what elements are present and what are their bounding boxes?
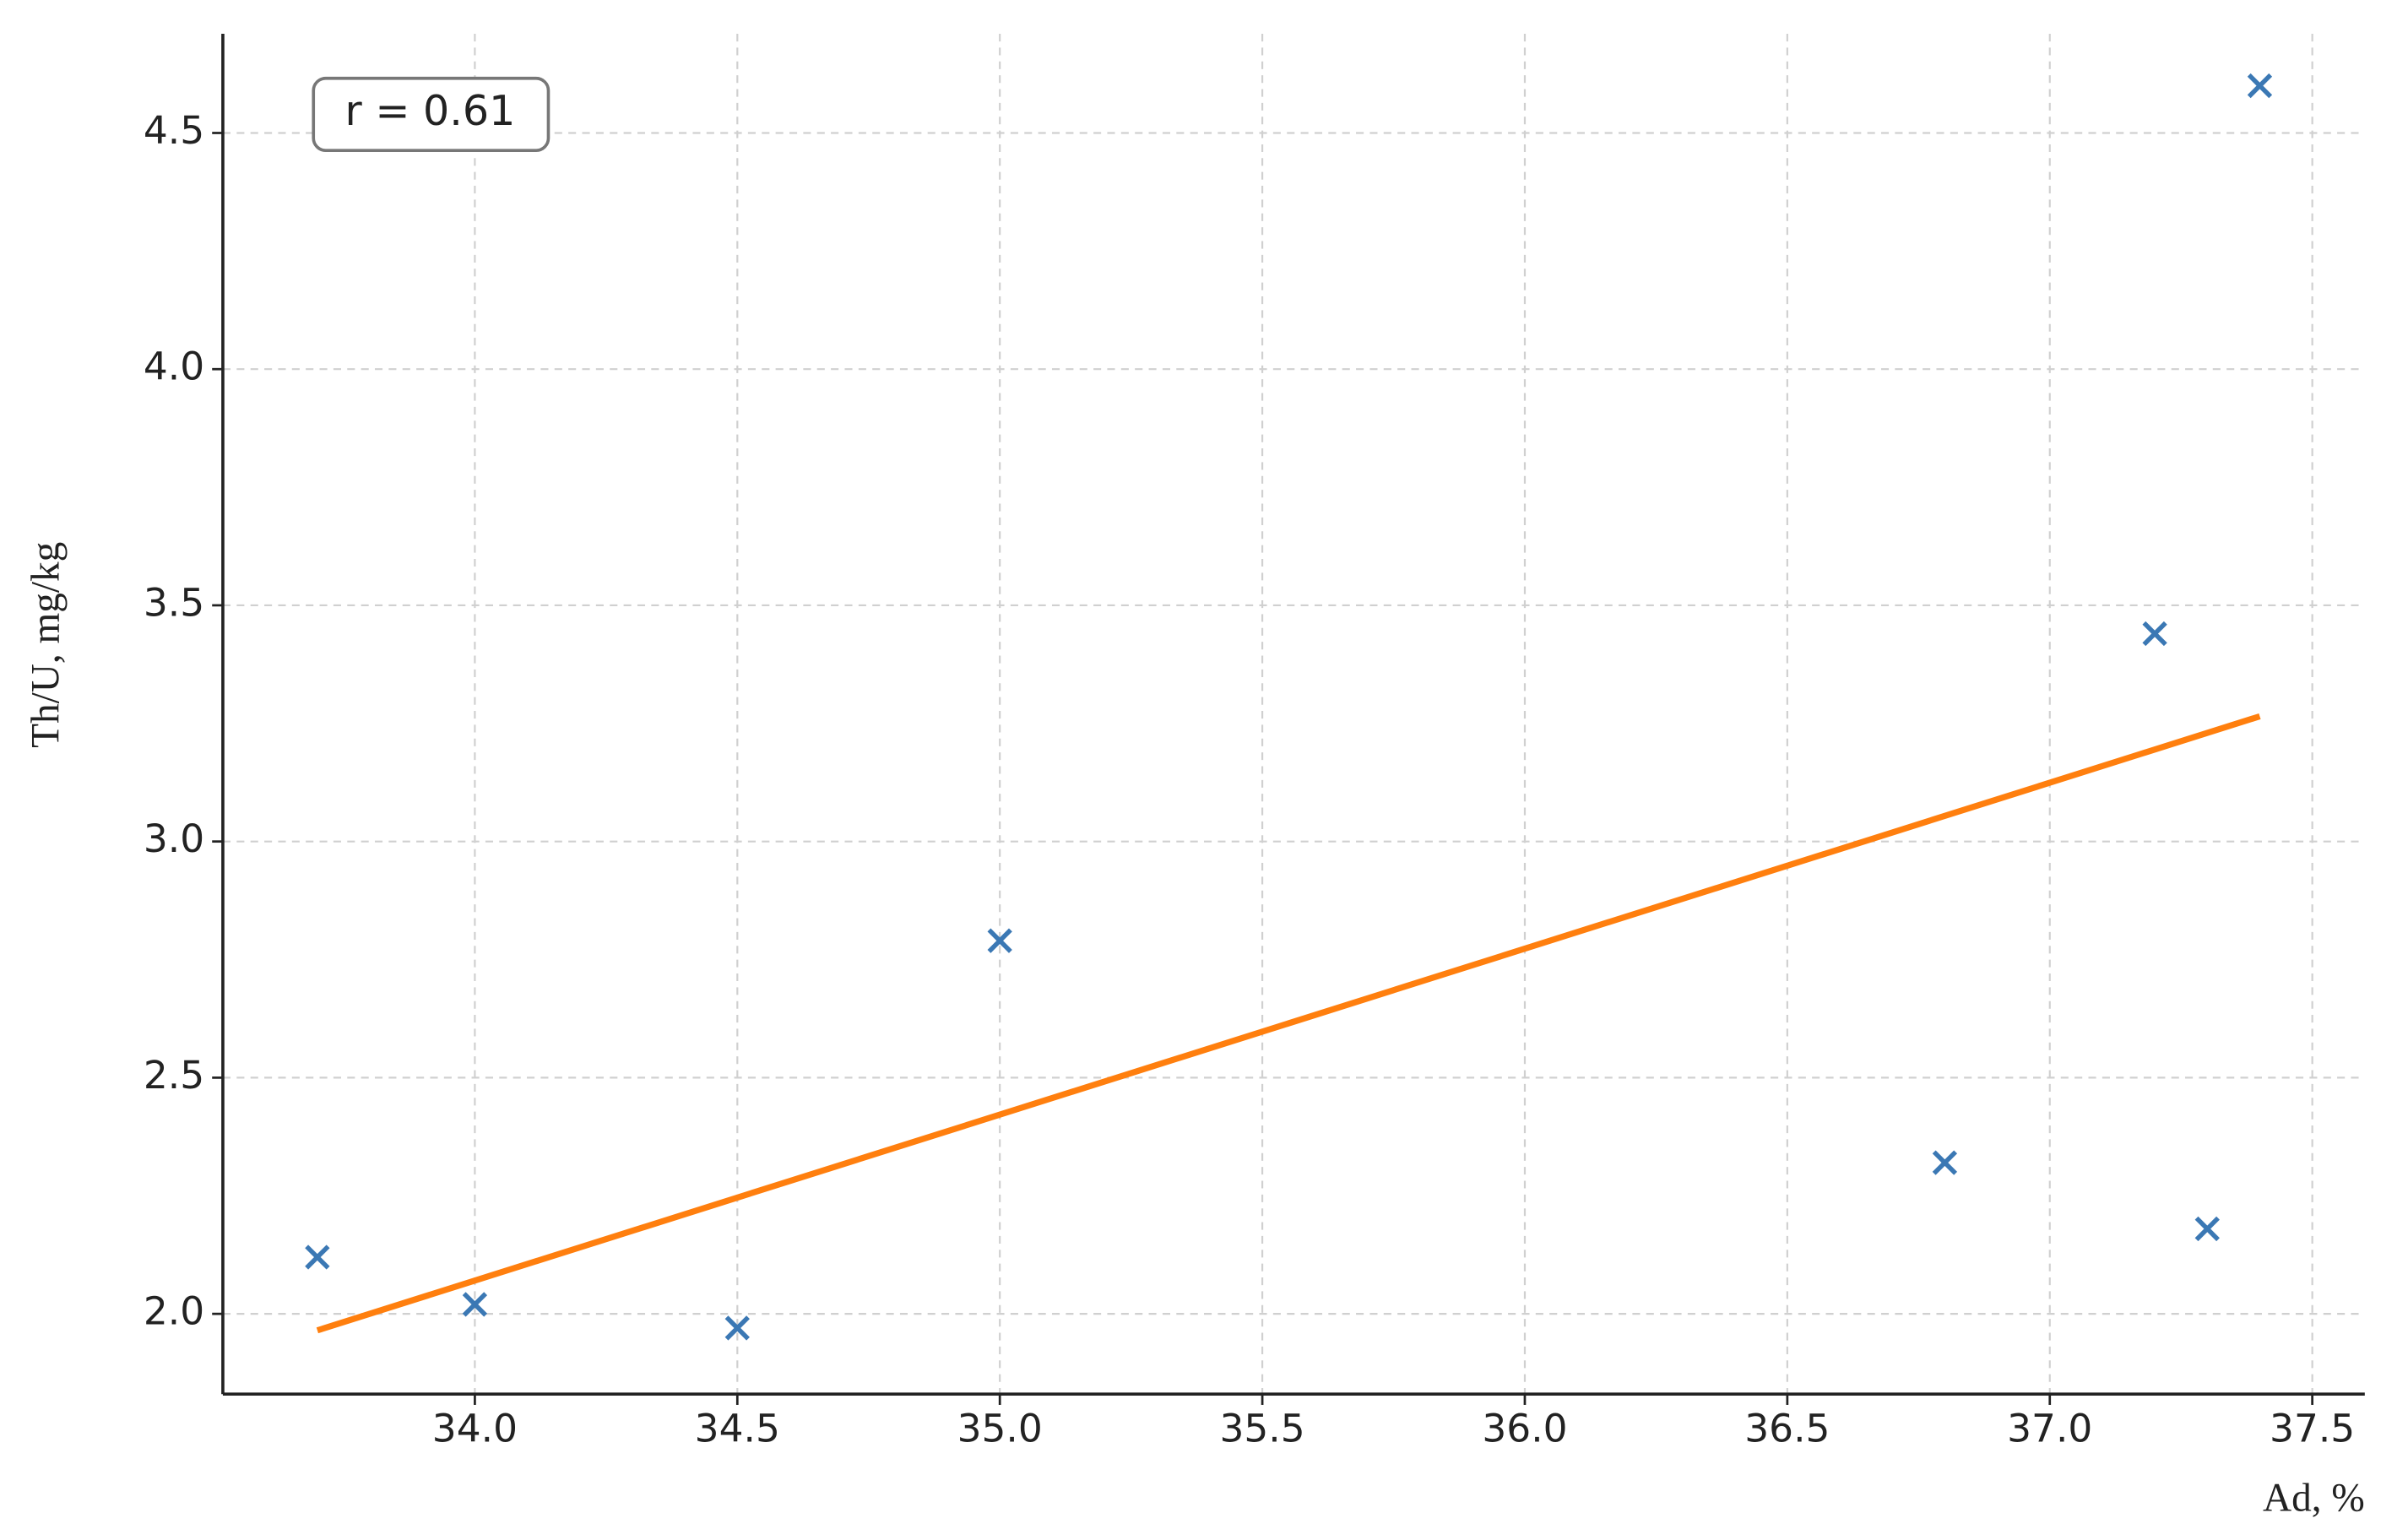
x-tick-label: 36.0: [1482, 1406, 1567, 1451]
y-axis-label: Th/U, mg/kg: [24, 542, 68, 748]
point: [2247, 73, 2273, 99]
point: [1932, 1150, 1958, 1175]
point: [462, 1292, 488, 1317]
y-tick-label: 3.5: [144, 580, 204, 625]
y-tick-label: 3.0: [144, 816, 204, 861]
point: [724, 1315, 750, 1341]
x-tick-label: 37.5: [2270, 1406, 2355, 1451]
annotation-box: [312, 76, 550, 153]
annotation: r = 0.61: [345, 86, 516, 135]
x-tick-label: 35.0: [957, 1406, 1043, 1451]
x-tick-label: 36.5: [1744, 1406, 1830, 1451]
grid: [222, 34, 2365, 1395]
point: [987, 928, 1012, 953]
y-tick-label: 4.5: [144, 108, 204, 153]
y-tick-label: 2.0: [144, 1289, 204, 1334]
y-tick-label: 4.0: [144, 344, 204, 389]
y-tick-label: 2.5: [144, 1053, 204, 1098]
point: [305, 1244, 330, 1270]
x-tick-label: 35.5: [1219, 1406, 1304, 1451]
x-tick-label: 34.5: [695, 1406, 780, 1451]
x-axis-label: Ad, %: [2263, 1476, 2365, 1520]
x-tick-label: 34.0: [432, 1406, 518, 1451]
trend-line: [316, 713, 2261, 1334]
point: [2142, 621, 2167, 647]
point: [2194, 1216, 2220, 1242]
x-tick-label: 37.0: [2007, 1406, 2092, 1451]
